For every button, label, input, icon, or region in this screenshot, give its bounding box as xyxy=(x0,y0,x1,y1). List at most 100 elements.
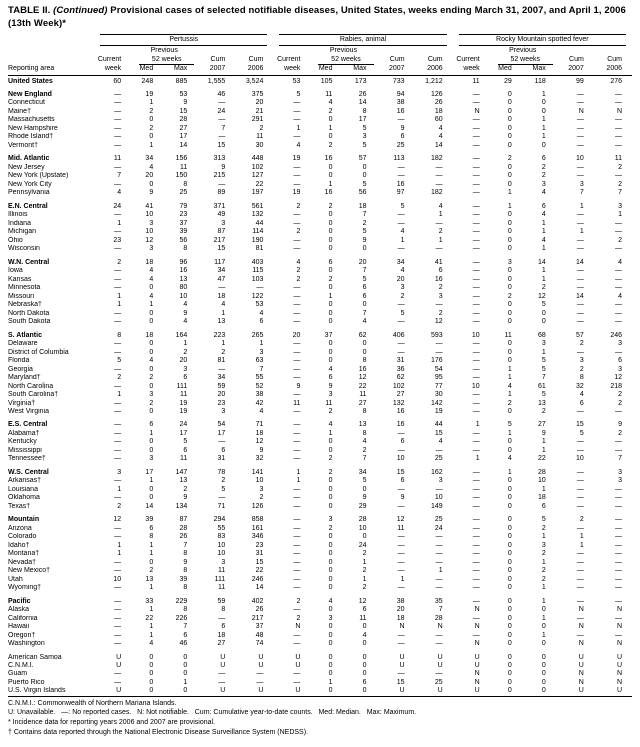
value-cell: 8 xyxy=(183,584,188,592)
value-cell: 0 xyxy=(507,502,512,510)
table-row: California — 22 226 — 217 2 3 11 18 28 — 0 1 — — xyxy=(8,615,632,624)
value-cell: 11 xyxy=(218,567,226,575)
value-cell: — xyxy=(293,455,301,463)
table-row: Alaska — 1 8 8 26 — 0 6 20 7 N 0 0 N N xyxy=(8,606,632,615)
value-cell: 16 xyxy=(396,107,405,115)
value-cell: 6 xyxy=(579,399,584,407)
value-cell: 11 xyxy=(397,524,405,532)
value-cell: — xyxy=(615,133,622,141)
table-title: TABLE II. (Continued) Provisional cases … xyxy=(8,5,632,30)
value-cell: 0 xyxy=(507,219,512,227)
value-cell: — xyxy=(576,468,584,476)
value-cell: 0 xyxy=(507,640,512,648)
value-cell: 0 xyxy=(507,348,512,356)
value-cell: — xyxy=(576,438,584,446)
reporting-area-cell: Nebraska† xyxy=(8,301,42,309)
week-label: week xyxy=(463,65,480,73)
cum-label: Cum xyxy=(569,55,584,63)
value-cell: 1 xyxy=(541,124,546,132)
value-cell: 126 xyxy=(251,502,264,510)
value-cell: 3 xyxy=(117,468,122,476)
value-cell: 2 xyxy=(541,550,546,558)
value-cell: 1 xyxy=(149,584,154,592)
value-cell: 4 xyxy=(362,631,367,639)
value-cell: 26 xyxy=(179,533,188,541)
value-cell: 2 xyxy=(149,374,154,382)
table-row: Missouri 1 4 10 18 122—1 6 2 3—2 12 14 4 xyxy=(8,293,632,302)
value-cell: 0 xyxy=(328,485,333,493)
value-cell: 38 xyxy=(396,99,405,107)
value-cell: 2 xyxy=(328,275,333,283)
value-cell: — xyxy=(615,116,622,124)
value-cell: 9 xyxy=(400,494,405,502)
value-cell: — xyxy=(435,446,443,454)
value-cell: 37 xyxy=(324,331,333,339)
value-cell: 4 xyxy=(438,124,443,132)
table-row: Wyoming† — 1 8 11 14 — 0 2 — — — 0 1 — — xyxy=(8,584,632,593)
value-cell: 3 xyxy=(579,357,584,365)
value-cell: 26 xyxy=(255,606,264,614)
value-cell: — xyxy=(114,275,122,283)
value-cell: 3 xyxy=(149,391,154,399)
value-cell: 7 xyxy=(541,374,546,382)
value-cell: 0 xyxy=(362,661,367,669)
value-cell: 7 xyxy=(362,309,367,317)
value-cell: 27 xyxy=(358,399,367,407)
value-cell: — xyxy=(472,245,480,253)
reporting-area-cell: Wyoming† xyxy=(8,584,42,592)
value-cell: 0 xyxy=(328,219,333,227)
value-cell: U xyxy=(616,653,622,661)
value-cell: 147 xyxy=(175,468,188,476)
value-cell: — xyxy=(435,180,443,188)
value-cell: — xyxy=(435,640,443,648)
value-cell: 10 xyxy=(537,477,546,485)
value-cell: N xyxy=(474,107,480,115)
value-cell: — xyxy=(472,228,480,236)
reporting-area-cell: Tennessee† xyxy=(8,455,46,463)
value-cell: 3 xyxy=(579,180,584,188)
value-cell: — xyxy=(293,219,301,227)
value-cell: U xyxy=(474,653,480,661)
value-cell: 2 xyxy=(362,584,367,592)
value-cell: 858 xyxy=(251,516,264,524)
value-cell: 1 xyxy=(259,340,264,348)
value-cell: 11 xyxy=(293,399,301,407)
value-cell: 0 xyxy=(362,653,367,661)
value-cell: 20 xyxy=(358,258,367,266)
value-cell: 23 xyxy=(113,236,122,244)
value-cell: 0 xyxy=(507,180,512,188)
value-cell: 0 xyxy=(328,533,333,541)
value-cell: N xyxy=(578,670,584,678)
value-cell: 0 xyxy=(507,614,512,622)
value-cell: — xyxy=(615,631,622,639)
value-cell: 141 xyxy=(251,468,264,476)
value-cell: 5 xyxy=(541,516,546,524)
value-cell: — xyxy=(615,284,622,292)
value-cell: 0 xyxy=(149,284,154,292)
reporting-area-cell: Mid. Atlantic xyxy=(8,155,50,163)
value-cell: 248 xyxy=(141,77,154,85)
reporting-area-cell: Maine† xyxy=(8,107,31,115)
value-cell: — xyxy=(576,267,584,275)
value-cell: 5 xyxy=(541,365,546,373)
value-cell: — xyxy=(576,245,584,253)
value-cell: 5 xyxy=(362,275,367,283)
value-cell: — xyxy=(293,429,301,437)
reporting-area-cell: Missouri xyxy=(8,292,35,300)
value-cell: 126 xyxy=(430,91,443,99)
value-cell: U xyxy=(116,653,122,661)
value-cell: 25 xyxy=(434,455,443,463)
reporting-area-cell: Montana† xyxy=(8,550,40,558)
reporting-area-cell: Guam xyxy=(8,670,28,678)
value-cell: — xyxy=(472,631,480,639)
value-cell: — xyxy=(397,485,405,493)
value-cell: 25 xyxy=(434,678,443,686)
value-cell: 1 xyxy=(328,678,333,686)
value-cell: 4 xyxy=(507,455,512,463)
value-cell: — xyxy=(293,541,301,549)
table-row: New York (Upstate) 7 20 150 215 127 — 0 0 — — — 0 2 — — xyxy=(8,172,632,181)
value-cell: 1 xyxy=(438,236,443,244)
value-cell: 62 xyxy=(358,331,367,339)
value-cell: — xyxy=(114,533,122,541)
value-cell: — xyxy=(615,219,622,227)
